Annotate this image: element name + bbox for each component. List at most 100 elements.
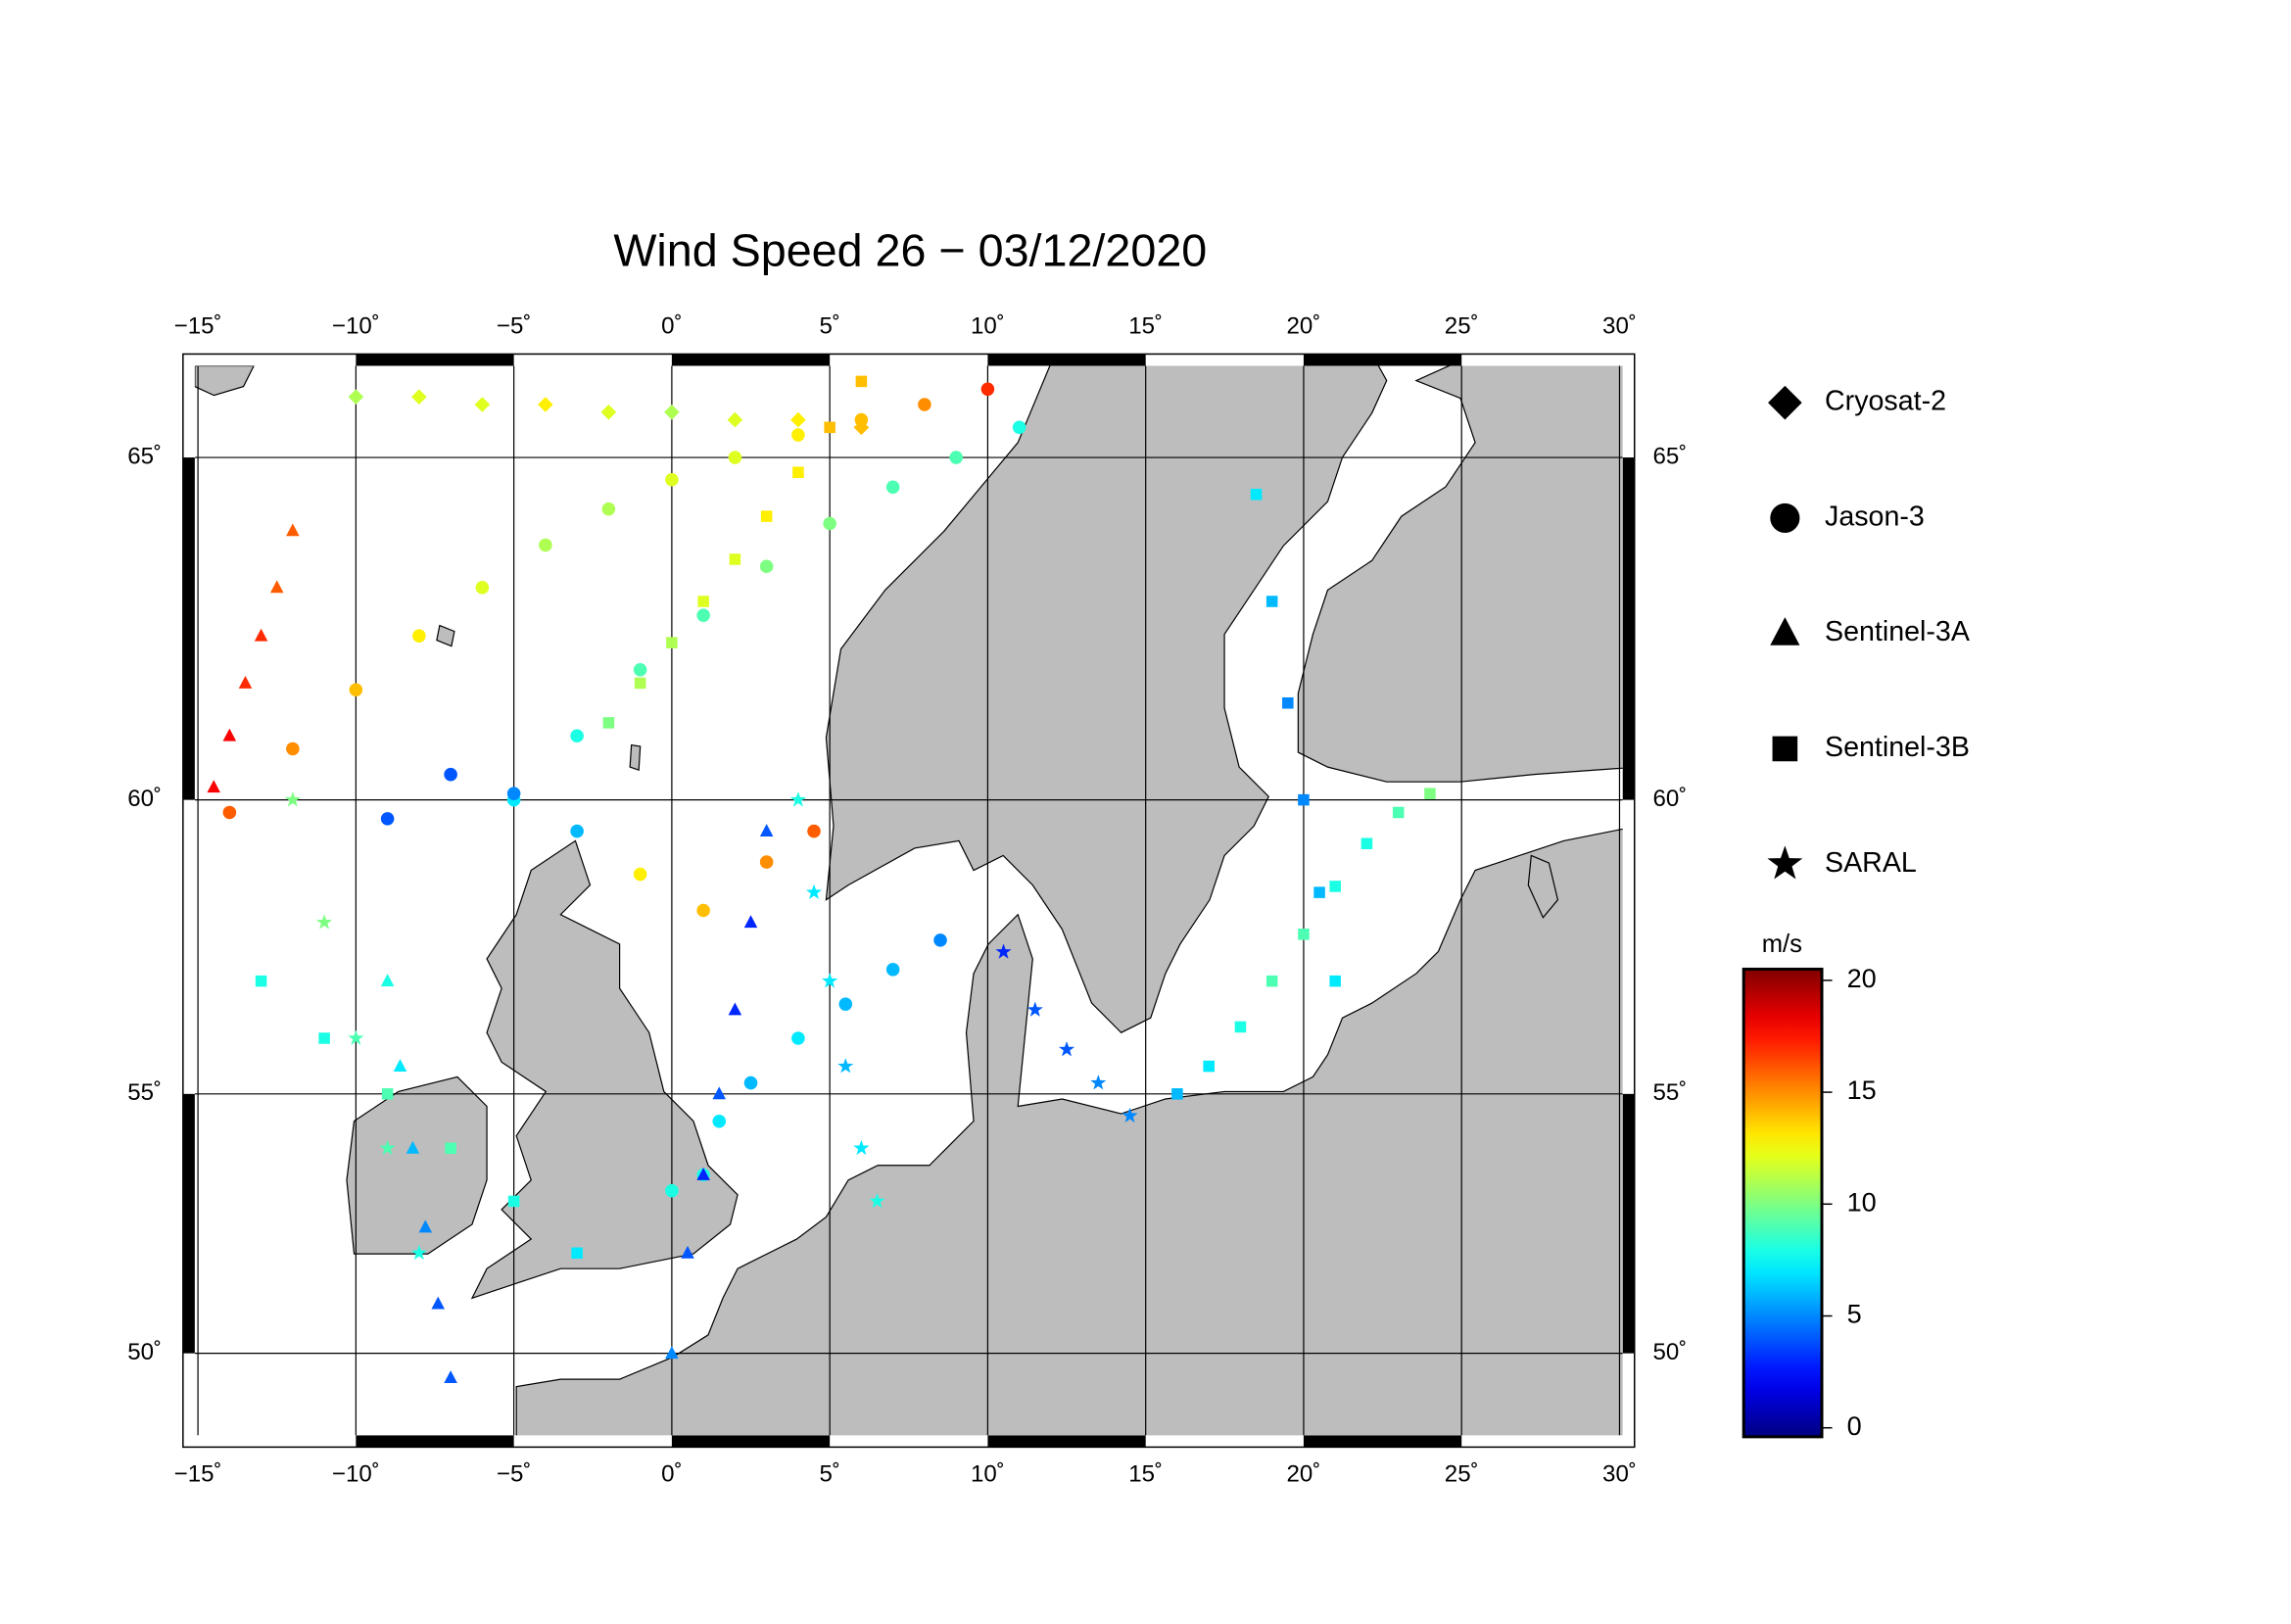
axis-labels: −15˚ −15˚ −10˚ −10˚ −5˚ −5˚ 0˚ 0˚ 5˚ 5˚ 10˚ 10˚ 15˚ 1… <box>127 313 1687 1488</box>
wind-point <box>805 884 823 899</box>
wind-point <box>349 683 363 697</box>
wind-point <box>854 412 869 427</box>
legend-label: Sentinel-3B <box>1825 732 1970 763</box>
y-tick-label: 50˚ <box>127 1339 162 1365</box>
wind-point <box>824 421 835 434</box>
frame-band <box>182 1093 195 1354</box>
wind-point <box>760 510 773 522</box>
wind-point <box>444 767 457 782</box>
wind-point <box>1234 1021 1247 1033</box>
wind-point <box>570 729 584 743</box>
x-tick-label: 5˚ <box>819 1460 839 1487</box>
y-tick-label: 65˚ <box>127 443 162 469</box>
x-tick-label: −15˚ <box>174 313 222 340</box>
wind-point <box>474 397 491 412</box>
wind-point <box>759 824 774 837</box>
x-tick-label: 0˚ <box>661 1460 682 1487</box>
wind-point <box>664 405 680 420</box>
wind-point <box>380 812 395 826</box>
wind-point <box>380 974 395 987</box>
wind-point <box>571 1247 583 1260</box>
wind-point <box>318 1032 330 1044</box>
wind-point <box>412 629 426 643</box>
wind-point <box>539 538 552 552</box>
wind-point <box>1298 793 1310 806</box>
wind-point <box>1265 975 1278 987</box>
wind-point <box>1026 1001 1043 1017</box>
wind-point <box>1282 697 1294 709</box>
x-tick-label: −5˚ <box>497 313 531 340</box>
wind-point <box>995 943 1012 959</box>
colorbar: m/s 0 5 10 15 20 <box>1742 931 1877 1441</box>
wind-point <box>949 451 963 464</box>
wind-point <box>728 451 742 464</box>
wind-point <box>475 581 490 595</box>
wind-point <box>885 480 900 495</box>
frame-band <box>182 457 195 800</box>
frame-band <box>987 354 1146 366</box>
wind-point <box>445 1142 456 1155</box>
wind-point <box>222 805 237 820</box>
wind-point <box>792 466 804 478</box>
wind-point <box>633 662 647 677</box>
wind-point <box>1203 1060 1215 1073</box>
legend-marker <box>1772 736 1798 762</box>
wind-point <box>743 1075 758 1090</box>
wind-point <box>393 1059 407 1072</box>
wind-point <box>431 1296 445 1310</box>
frame-band <box>987 1435 1146 1448</box>
x-tick-label: 25˚ <box>1445 1460 1479 1487</box>
wind-point <box>838 997 853 1011</box>
map-title: Wind Speed 26 − 03/12/2020 <box>613 224 1207 275</box>
y-tick-label: 60˚ <box>1652 786 1687 812</box>
wind-point <box>855 375 868 388</box>
wind-point <box>444 1370 457 1383</box>
wind-point <box>1250 489 1263 501</box>
colorbar-tick-label: 20 <box>1847 963 1877 993</box>
x-tick-label: −15˚ <box>174 1460 222 1487</box>
wind-point <box>600 405 617 420</box>
x-tick-label: −5˚ <box>497 1460 531 1487</box>
wind-point <box>1012 420 1026 435</box>
wind-point <box>980 382 995 397</box>
wind-point <box>933 933 947 947</box>
wind-point <box>570 824 584 838</box>
x-tick-label: −10˚ <box>332 1460 380 1487</box>
legend-label: Sentinel-3A <box>1825 616 1971 647</box>
legend-marker <box>1770 502 1800 533</box>
wind-point <box>1265 596 1278 607</box>
wind-point <box>791 428 805 442</box>
x-tick-label: 30˚ <box>1602 1460 1637 1487</box>
frame-band <box>671 354 831 366</box>
wind-point <box>207 780 221 793</box>
wind-point <box>381 1088 394 1100</box>
wind-point <box>789 791 806 807</box>
wind-point <box>1329 881 1341 892</box>
land-gotland <box>1527 854 1559 919</box>
land-scandinavia <box>825 365 1388 1033</box>
wind-point <box>1171 1088 1183 1100</box>
wind-point <box>837 1058 854 1074</box>
land-finland <box>1297 365 1623 783</box>
wind-point <box>238 675 253 689</box>
wind-point <box>791 1031 805 1045</box>
land-iceland <box>194 365 255 397</box>
wind-point <box>823 516 836 531</box>
frame-bands <box>182 354 1635 1448</box>
x-tick-label: 20˚ <box>1287 313 1321 340</box>
wind-point <box>697 596 709 607</box>
colorbar-tick-label: 0 <box>1847 1410 1862 1441</box>
wind-point <box>348 389 364 405</box>
x-tick-label: 0˚ <box>661 313 682 340</box>
wind-point <box>255 975 267 987</box>
wind-point <box>665 1183 679 1198</box>
wind-point <box>284 791 301 807</box>
wind-point <box>1122 1107 1138 1123</box>
legend-label: Jason-3 <box>1825 501 1925 532</box>
x-tick-label: 15˚ <box>1128 1460 1163 1487</box>
colorbar-tick-label: 5 <box>1847 1299 1862 1329</box>
wind-point <box>406 1140 420 1154</box>
wind-point <box>222 728 237 741</box>
